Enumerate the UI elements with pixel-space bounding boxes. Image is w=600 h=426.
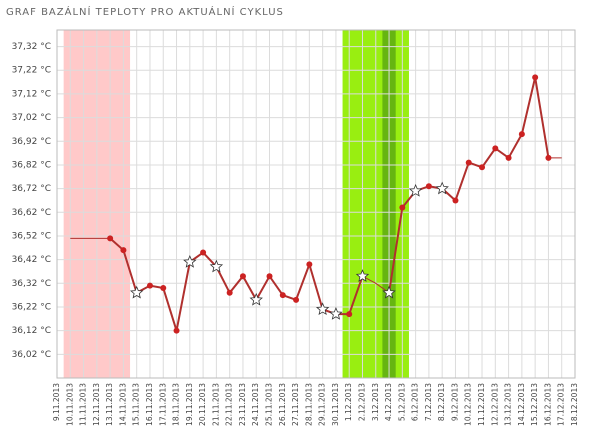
- x-tick-label: 9.11.2013: [52, 383, 61, 421]
- y-tick-label: 36,62 °C: [12, 208, 51, 218]
- y-tick-label: 37,32 °C: [12, 42, 51, 52]
- dot-marker: [160, 285, 167, 292]
- x-tick-label: 16.12.2013: [543, 383, 552, 426]
- dot-marker: [226, 289, 233, 296]
- x-tick-label: 16.11.2013: [145, 383, 154, 426]
- dot-marker: [492, 145, 499, 152]
- dot-marker: [173, 327, 180, 334]
- x-tick-label: 20.11.2013: [198, 383, 207, 426]
- dot-marker: [532, 74, 539, 81]
- dot-marker: [239, 273, 246, 280]
- dot-marker: [479, 164, 486, 171]
- x-tick-label: 17.12.2013: [557, 383, 566, 426]
- x-tick-label: 11.11.2013: [79, 383, 88, 426]
- dot-marker: [346, 311, 353, 318]
- dot-marker: [306, 261, 313, 268]
- y-tick-label: 36,82 °C: [12, 160, 51, 170]
- x-tick-label: 26.11.2013: [278, 383, 287, 426]
- star-marker: [355, 269, 370, 282]
- x-tick-label: 17.11.2013: [158, 383, 167, 426]
- dot-marker: [399, 204, 406, 211]
- dot-marker: [452, 197, 459, 204]
- x-tick-label: 18.11.2013: [172, 383, 181, 426]
- dot-marker: [465, 159, 472, 166]
- dot-marker: [107, 235, 114, 242]
- x-tick-label: 14.12.2013: [517, 383, 526, 426]
- x-tick-label: 27.11.2013: [291, 383, 300, 426]
- y-tick-label: 36,32 °C: [12, 279, 51, 289]
- chart-title: GRAF BAZÁLNÍ TEPLOTY PRO AKTUÁLNÍ CYKLUS: [6, 5, 284, 18]
- x-tick-label: 3.12.2013: [371, 383, 380, 421]
- dot-marker: [200, 249, 207, 256]
- y-tick-label: 36,42 °C: [12, 255, 51, 265]
- x-tick-label: 28.11.2013: [304, 383, 313, 426]
- data-line: [70, 157, 562, 294]
- x-tick-label: 11.12.2013: [477, 383, 486, 426]
- star-marker: [130, 285, 144, 299]
- x-tick-label: 15.11.2013: [132, 383, 141, 426]
- y-tick-label: 36,12 °C: [12, 326, 51, 336]
- y-tick-label: 37,22 °C: [12, 66, 51, 76]
- x-tick-label: 18.12.2013: [570, 383, 579, 426]
- dot-marker: [266, 273, 273, 280]
- y-tick-label: 36,02 °C: [12, 350, 51, 360]
- x-tick-label: 30.11.2013: [331, 383, 340, 426]
- x-tick-label: 7.12.2013: [424, 383, 433, 421]
- star-marker: [329, 307, 343, 320]
- x-tick-label: 2.12.2013: [357, 383, 366, 421]
- y-tick-label: 36,22 °C: [12, 302, 51, 312]
- x-tick-label: 25.11.2013: [265, 383, 274, 426]
- y-tick-label: 36,52 °C: [12, 231, 51, 241]
- x-tick-label: 1.12.2013: [344, 383, 353, 421]
- x-tick-label: 9.12.2013: [450, 383, 459, 421]
- x-tick-label: 12.11.2013: [92, 383, 101, 426]
- y-tick-label: 37,12 °C: [12, 89, 51, 99]
- x-tick-label: 29.11.2013: [318, 383, 327, 426]
- x-tick-label: 15.12.2013: [530, 383, 539, 426]
- star-marker: [382, 285, 396, 299]
- star-marker: [315, 302, 330, 316]
- y-tick-label: 36,92 °C: [12, 137, 51, 147]
- x-tick-label: 22.11.2013: [225, 383, 234, 426]
- dot-marker: [279, 292, 286, 299]
- dot-marker: [518, 131, 525, 138]
- x-tick-label: 10.12.2013: [464, 383, 473, 426]
- star-marker: [209, 259, 224, 273]
- x-tick-label: 13.12.2013: [504, 383, 513, 426]
- y-tick-label: 36,72 °C: [12, 184, 51, 194]
- x-tick-label: 24.11.2013: [251, 383, 260, 426]
- star-marker: [249, 292, 263, 306]
- data-line: [109, 77, 550, 331]
- y-tick-label: 37,02 °C: [12, 113, 51, 123]
- plot-frame: [56, 29, 576, 379]
- dot-marker: [146, 282, 153, 289]
- x-tick-label: 5.12.2013: [397, 383, 406, 421]
- star-marker: [183, 254, 197, 268]
- x-tick-label: 13.11.2013: [105, 383, 114, 426]
- dot-marker: [545, 154, 552, 161]
- dot-marker: [293, 296, 300, 303]
- star-marker: [435, 181, 449, 195]
- dot-marker: [505, 154, 512, 161]
- star-marker: [408, 183, 423, 197]
- x-tick-label: 6.12.2013: [411, 383, 420, 421]
- x-tick-label: 21.11.2013: [211, 383, 220, 426]
- x-tick-label: 8.12.2013: [437, 383, 446, 421]
- x-tick-label: 12.12.2013: [490, 383, 499, 426]
- dot-marker: [425, 183, 432, 190]
- dot-marker: [120, 247, 127, 254]
- x-tick-label: 14.11.2013: [118, 383, 127, 426]
- x-tick-label: 19.11.2013: [185, 383, 194, 426]
- x-tick-label: 10.11.2013: [65, 383, 74, 426]
- x-tick-label: 4.12.2013: [384, 383, 393, 421]
- x-tick-label: 23.11.2013: [238, 383, 247, 426]
